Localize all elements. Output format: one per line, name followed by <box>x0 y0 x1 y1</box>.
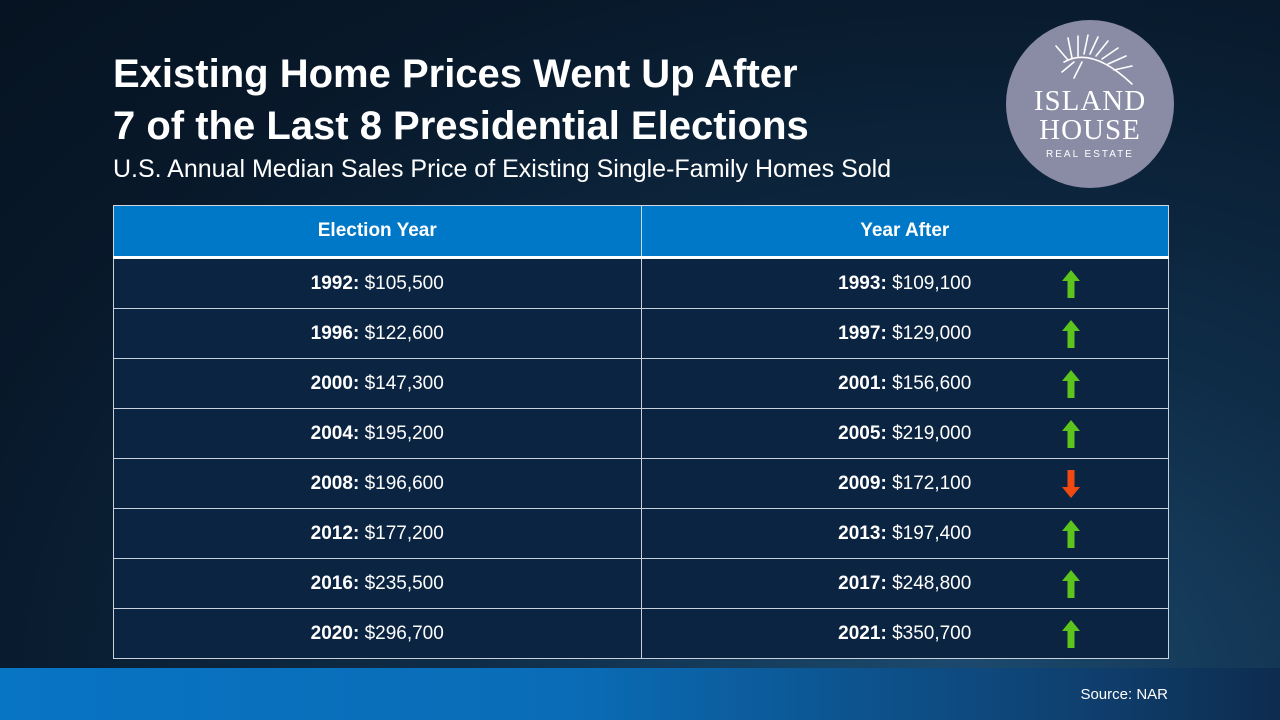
election-year-label: 1992: <box>310 272 360 294</box>
arrow-up-icon <box>1061 370 1080 398</box>
election-year-label: 2000: <box>310 372 360 394</box>
election-year-cell: 2000: $147,300 <box>113 358 642 409</box>
arrow-up-icon <box>1061 420 1080 448</box>
election-year-price: $235,500 <box>364 572 444 594</box>
source-note: Source: NAR <box>1080 686 1168 703</box>
price-table: Election Year Year After 1992: $105,500 1… <box>113 205 1169 659</box>
election-year-label: 2012: <box>310 522 360 544</box>
election-year-price: $177,200 <box>364 522 444 544</box>
election-year-price: $105,500 <box>364 272 444 294</box>
island-house-logo: ISLAND HOUSE REAL ESTATE <box>1006 20 1174 188</box>
year-after-cell: 2009: $172,100 <box>640 458 1169 509</box>
year-after-label: 2017: <box>838 572 887 594</box>
table-row: 2020: $296,700 2021: $350,700 <box>113 608 1169 659</box>
election-year-price: $195,200 <box>364 422 444 444</box>
election-year-cell: 2012: $177,200 <box>113 508 642 559</box>
column-header-year-after: Year After <box>640 205 1169 259</box>
footer-bar: Source: NAR <box>0 668 1280 720</box>
table-row: 2016: $235,500 2017: $248,800 <box>113 558 1169 609</box>
election-year-label: 2020: <box>310 622 360 644</box>
table-row: 2012: $177,200 2013: $197,400 <box>113 508 1169 559</box>
year-after-cell: 2013: $197,400 <box>640 508 1169 559</box>
year-after-cell: 2001: $156,600 <box>640 358 1169 409</box>
election-year-cell: 1992: $105,500 <box>113 257 642 309</box>
election-year-cell: 2008: $196,600 <box>113 458 642 509</box>
year-after-price: $156,600 <box>892 372 972 394</box>
year-after-label: 2021: <box>838 622 887 644</box>
election-year-price: $296,700 <box>364 622 444 644</box>
year-after-label: 1997: <box>838 322 887 344</box>
arrow-up-icon <box>1061 620 1080 648</box>
table-header-row: Election Year Year After <box>113 205 1169 259</box>
table-row: 1992: $105,500 1993: $109,100 <box>113 257 1169 309</box>
year-after-price: $129,000 <box>892 322 972 344</box>
page-subtitle: U.S. Annual Median Sales Price of Existi… <box>113 155 892 183</box>
logo-tagline: REAL ESTATE <box>1046 149 1134 160</box>
logo-brand-line-2: HOUSE <box>1039 114 1141 146</box>
election-year-price: $196,600 <box>364 472 444 494</box>
arrow-up-icon <box>1061 270 1080 298</box>
year-after-label: 2009: <box>838 472 887 494</box>
year-after-cell: 1997: $129,000 <box>640 308 1169 359</box>
election-year-cell: 2016: $235,500 <box>113 558 642 609</box>
year-after-cell: 2005: $219,000 <box>640 408 1169 459</box>
arrow-down-icon <box>1061 470 1080 498</box>
election-year-price: $122,600 <box>364 322 444 344</box>
election-year-cell: 2020: $296,700 <box>113 608 642 659</box>
year-after-cell: 1993: $109,100 <box>640 257 1169 309</box>
table-row: 2000: $147,300 2001: $156,600 <box>113 358 1169 409</box>
arrow-up-icon <box>1061 320 1080 348</box>
year-after-price: $219,000 <box>892 422 972 444</box>
table-row: 2004: $195,200 2005: $219,000 <box>113 408 1169 459</box>
arrow-up-icon <box>1061 520 1080 548</box>
column-header-election-year: Election Year <box>113 205 642 259</box>
year-after-cell: 2017: $248,800 <box>640 558 1169 609</box>
year-after-price: $197,400 <box>892 522 972 544</box>
table-row: 2008: $196,600 2009: $172,100 <box>113 458 1169 509</box>
year-after-price: $248,800 <box>892 572 972 594</box>
election-year-cell: 2004: $195,200 <box>113 408 642 459</box>
palm-leaf-icon <box>1055 34 1133 85</box>
year-after-label: 2001: <box>838 372 887 394</box>
year-after-label: 1993: <box>838 272 887 294</box>
year-after-price: $350,700 <box>892 622 972 644</box>
table-row: 1996: $122,600 1997: $129,000 <box>113 308 1169 359</box>
title-line-1: Existing Home Prices Went Up After <box>113 52 798 96</box>
logo-brand-line-1: ISLAND <box>1033 85 1147 117</box>
election-year-label: 2008: <box>310 472 360 494</box>
page-title: Existing Home Prices Went Up After 7 of … <box>113 48 809 152</box>
election-year-label: 2004: <box>310 422 360 444</box>
year-after-price: $172,100 <box>892 472 972 494</box>
arrow-up-icon <box>1061 570 1080 598</box>
election-year-cell: 1996: $122,600 <box>113 308 642 359</box>
year-after-label: 2013: <box>838 522 887 544</box>
election-year-label: 1996: <box>310 322 360 344</box>
year-after-cell: 2021: $350,700 <box>640 608 1169 659</box>
title-line-2: 7 of the Last 8 Presidential Elections <box>113 104 809 148</box>
year-after-label: 2005: <box>838 422 887 444</box>
election-year-price: $147,300 <box>364 372 444 394</box>
year-after-price: $109,100 <box>892 272 972 294</box>
election-year-label: 2016: <box>310 572 360 594</box>
